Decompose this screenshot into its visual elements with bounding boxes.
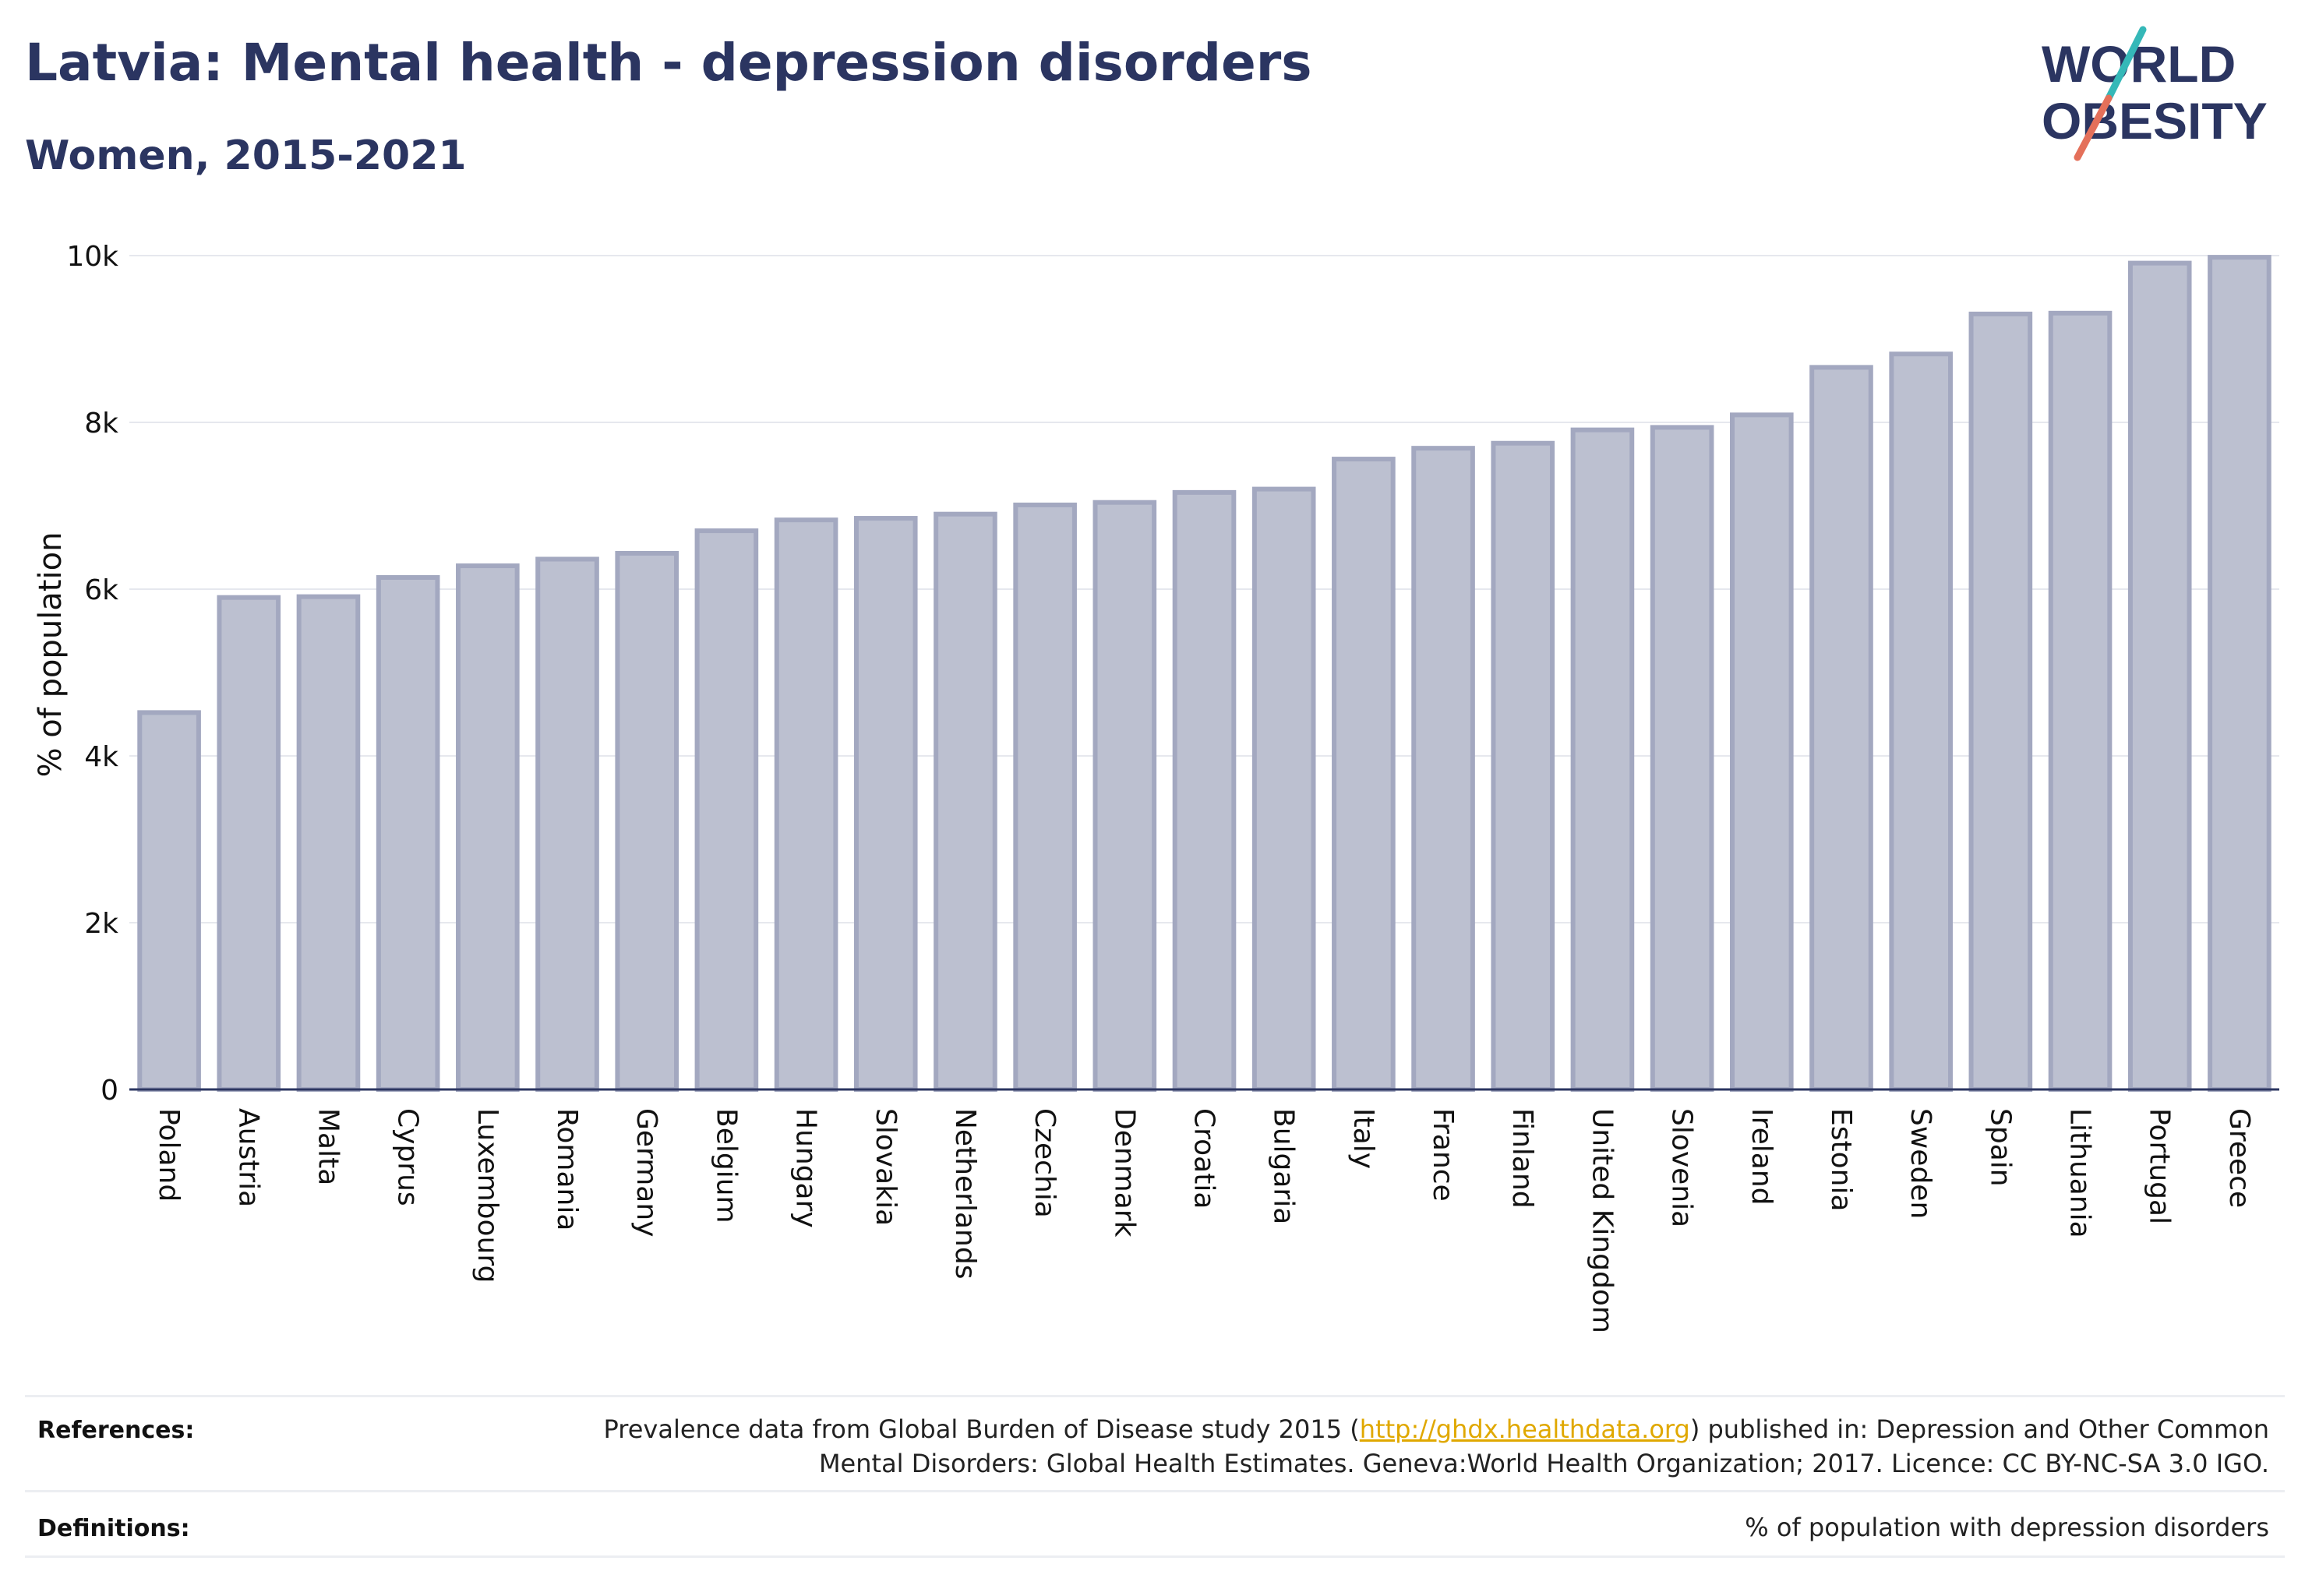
x-tick-label: Finland bbox=[1506, 1108, 1538, 1209]
bar-italy bbox=[1332, 457, 1396, 1092]
world-obesity-logo: WORLD OBESITY bbox=[2042, 26, 2268, 161]
bar-united-kingdom bbox=[1570, 427, 1635, 1092]
references-label: References: bbox=[37, 1417, 195, 1444]
bar-poland bbox=[137, 710, 201, 1092]
bar-bulgaria bbox=[1251, 486, 1316, 1092]
x-tick-label: United Kingdom bbox=[1586, 1108, 1618, 1333]
x-tick-label: Italy bbox=[1347, 1108, 1379, 1169]
bar-romania bbox=[535, 556, 599, 1092]
definitions-text: % of population with depression disorder… bbox=[1745, 1513, 2269, 1542]
x-tick-label: Bulgaria bbox=[1268, 1108, 1300, 1224]
bar-denmark bbox=[1092, 500, 1157, 1092]
bar-slovakia bbox=[853, 516, 918, 1092]
x-tick-label: Romania bbox=[551, 1108, 583, 1231]
y-axis: 0 2k 4k 6k 8k 10k bbox=[66, 241, 118, 1107]
x-tick-label: Denmark bbox=[1108, 1108, 1140, 1238]
x-tick-label: Germany bbox=[630, 1108, 662, 1237]
x-tick-label: Austria bbox=[232, 1108, 264, 1207]
x-tick-label: Slovakia bbox=[870, 1108, 902, 1226]
chart-subtitle: Women, 2015-2021 bbox=[25, 132, 467, 179]
x-tick-label: Netherlands bbox=[949, 1108, 981, 1279]
references-line1-post: ) published in: Depression and Other Com… bbox=[1689, 1414, 2269, 1444]
x-tick-label: Spain bbox=[1984, 1108, 2016, 1187]
x-tick-label: Cyprus bbox=[392, 1108, 424, 1206]
bar-estonia bbox=[1809, 365, 1873, 1092]
logo-slash-coral bbox=[2074, 94, 2113, 161]
x-tick-label: Greece bbox=[2223, 1108, 2255, 1208]
bar-slovenia bbox=[1650, 425, 1714, 1092]
bottom-divider bbox=[25, 1555, 2285, 1558]
y-tick-label: 2k bbox=[84, 908, 118, 940]
chart-title: Latvia: Mental health - depression disor… bbox=[25, 33, 1312, 93]
bar-germany bbox=[615, 550, 679, 1092]
bar-portugal bbox=[2127, 260, 2192, 1092]
x-tick-label: Czechia bbox=[1029, 1108, 1061, 1218]
bar-sweden bbox=[1889, 351, 1953, 1092]
x-tick-label: Slovenia bbox=[1666, 1108, 1698, 1227]
logo-slash-teal bbox=[2105, 26, 2147, 102]
bar-hungary bbox=[774, 517, 838, 1092]
bar-finland bbox=[1491, 440, 1555, 1092]
x-tick-label: Sweden bbox=[1904, 1108, 1936, 1219]
bar-cyprus bbox=[376, 575, 440, 1092]
bar-france bbox=[1411, 446, 1475, 1092]
definitions-divider bbox=[25, 1490, 2285, 1492]
bar-chart: 0 2k 4k 6k 8k 10k Poland Austria Malta Cyprus Lux… bbox=[33, 241, 2279, 1333]
x-tick-label: Luxembourg bbox=[471, 1108, 503, 1283]
x-tick-label: Hungary bbox=[790, 1108, 822, 1228]
x-tick-label: Lithuania bbox=[2064, 1108, 2096, 1238]
x-tick-label: Croatia bbox=[1188, 1108, 1220, 1209]
definitions-label: Definitions: bbox=[37, 1515, 190, 1542]
references-line2: Mental Disorders: Global Health Estimate… bbox=[818, 1449, 2269, 1478]
bar-lithuania bbox=[2048, 310, 2113, 1092]
references-divider bbox=[25, 1395, 2285, 1397]
bars bbox=[137, 255, 2271, 1092]
x-tick-label: Belgium bbox=[710, 1108, 742, 1223]
bar-austria bbox=[217, 595, 281, 1092]
bar-belgium bbox=[694, 528, 759, 1092]
references-text: Prevalence data from Global Burden of Di… bbox=[604, 1412, 2269, 1481]
x-tick-label: Portugal bbox=[2144, 1108, 2176, 1224]
x-tick-label: France bbox=[1427, 1108, 1459, 1202]
x-tick-label: Malta bbox=[312, 1108, 344, 1185]
x-axis: Poland Austria Malta Cyprus Luxembourg Romani… bbox=[129, 1088, 2279, 1333]
x-tick-label: Poland bbox=[153, 1108, 185, 1202]
bar-spain bbox=[1968, 311, 2033, 1092]
y-tick-label: 4k bbox=[84, 741, 118, 773]
x-tick-label: Estonia bbox=[1825, 1108, 1857, 1212]
references-link[interactable]: http://ghdx.healthdata.org bbox=[1359, 1414, 1690, 1444]
y-tick-label: 6k bbox=[84, 574, 118, 606]
bar-malta bbox=[296, 594, 361, 1092]
bar-luxembourg bbox=[456, 563, 520, 1092]
x-tick-label: Ireland bbox=[1746, 1108, 1777, 1206]
bar-greece bbox=[2208, 255, 2271, 1092]
references-line1-pre: Prevalence data from Global Burden of Di… bbox=[603, 1414, 1360, 1444]
logo-line2: OBESITY bbox=[2042, 92, 2268, 150]
bar-croatia bbox=[1172, 489, 1237, 1092]
y-tick-label: 8k bbox=[84, 408, 118, 440]
y-axis-label: % of population bbox=[33, 532, 69, 778]
y-tick-label: 0 bbox=[101, 1075, 118, 1107]
y-tick-label: 10k bbox=[66, 241, 118, 273]
bar-ireland bbox=[1729, 412, 1794, 1092]
bar-czechia bbox=[1013, 502, 1077, 1092]
bar-netherlands bbox=[934, 511, 997, 1092]
